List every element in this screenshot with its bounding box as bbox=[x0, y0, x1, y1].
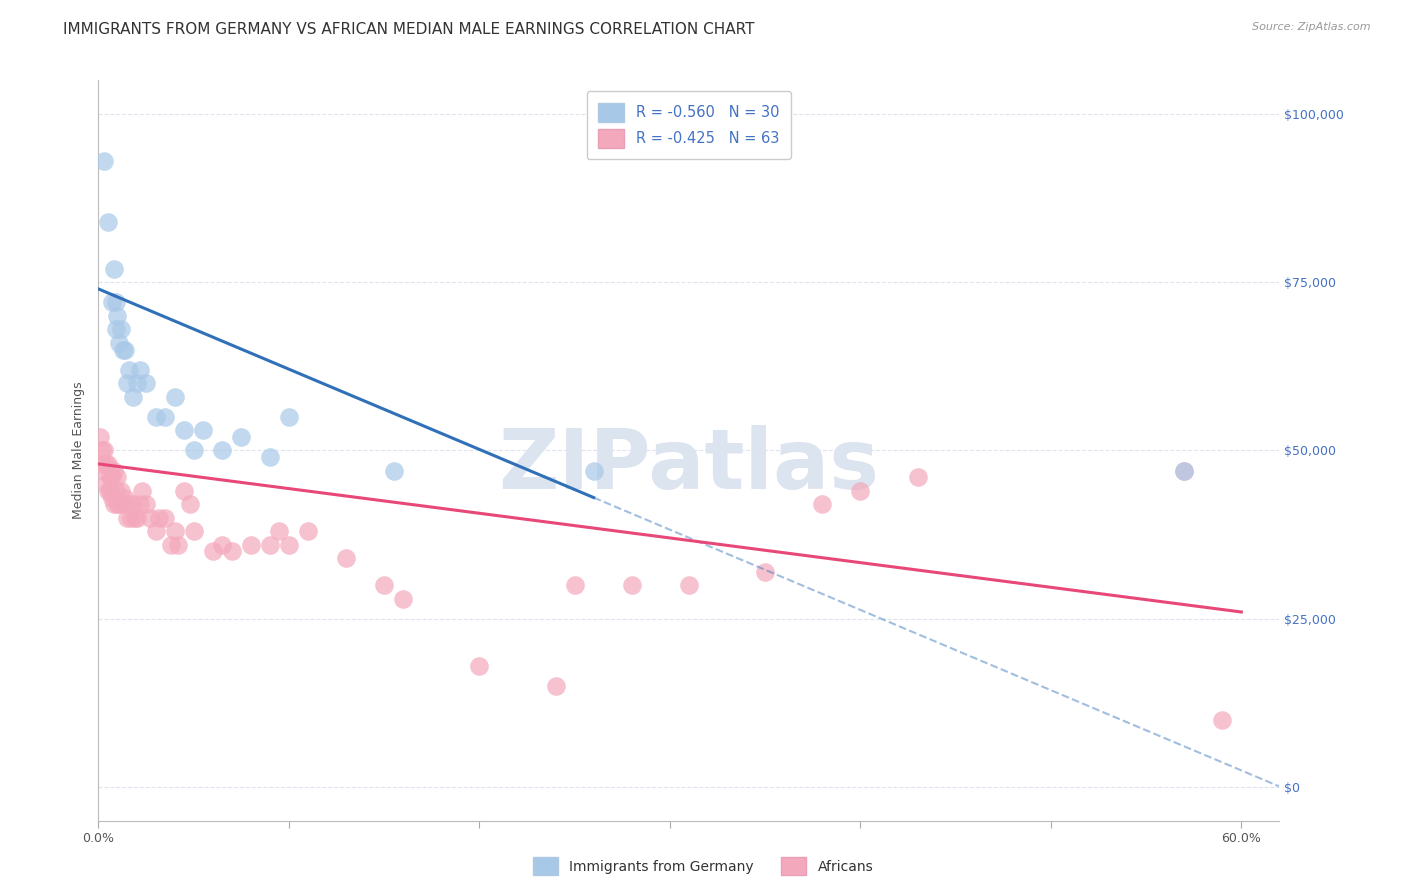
Point bbox=[231, 430, 253, 444]
Point bbox=[201, 544, 224, 558]
Point bbox=[277, 409, 299, 424]
Point bbox=[907, 470, 929, 484]
Point bbox=[112, 343, 135, 357]
Point bbox=[94, 477, 117, 491]
Point bbox=[163, 524, 186, 539]
Point bbox=[121, 497, 143, 511]
Y-axis label: Median Male Earnings: Median Male Earnings bbox=[72, 382, 86, 519]
Point bbox=[125, 376, 148, 391]
Point bbox=[1173, 464, 1195, 478]
Point bbox=[104, 483, 127, 498]
Point bbox=[163, 390, 186, 404]
Point bbox=[1211, 713, 1233, 727]
Point bbox=[108, 335, 131, 350]
Point bbox=[811, 497, 834, 511]
Point bbox=[100, 470, 122, 484]
Point bbox=[183, 524, 205, 539]
Point bbox=[179, 497, 201, 511]
Point bbox=[91, 443, 114, 458]
Point bbox=[89, 430, 111, 444]
Point bbox=[211, 443, 233, 458]
Point bbox=[135, 376, 157, 391]
Point bbox=[114, 491, 136, 505]
Point bbox=[115, 510, 138, 524]
Point bbox=[139, 510, 162, 524]
Point bbox=[678, 578, 700, 592]
Point bbox=[849, 483, 872, 498]
Point bbox=[159, 538, 181, 552]
Point bbox=[239, 538, 262, 552]
Point bbox=[125, 510, 148, 524]
Point bbox=[94, 457, 117, 471]
Point bbox=[103, 497, 125, 511]
Point bbox=[112, 497, 135, 511]
Text: ZIPatlas: ZIPatlas bbox=[499, 425, 879, 506]
Point bbox=[221, 544, 243, 558]
Point bbox=[120, 510, 142, 524]
Point bbox=[98, 470, 121, 484]
Point bbox=[104, 295, 127, 310]
Point bbox=[297, 524, 319, 539]
Point bbox=[153, 510, 176, 524]
Point bbox=[145, 409, 167, 424]
Point bbox=[183, 443, 205, 458]
Point bbox=[107, 470, 129, 484]
Point bbox=[93, 154, 115, 169]
Legend: R = -0.560   N = 30, R = -0.425   N = 63: R = -0.560 N = 30, R = -0.425 N = 63 bbox=[586, 91, 792, 160]
Point bbox=[620, 578, 643, 592]
Point bbox=[103, 261, 125, 276]
Point bbox=[107, 309, 129, 323]
Point bbox=[135, 497, 157, 511]
Point bbox=[277, 538, 299, 552]
Point bbox=[564, 578, 586, 592]
Point bbox=[100, 491, 122, 505]
Point bbox=[103, 464, 125, 478]
Point bbox=[259, 538, 281, 552]
Point bbox=[91, 457, 114, 471]
Point bbox=[110, 322, 132, 336]
Point bbox=[173, 423, 195, 437]
Point bbox=[100, 295, 122, 310]
Point bbox=[468, 658, 491, 673]
Point bbox=[93, 464, 115, 478]
Point bbox=[129, 497, 152, 511]
Point bbox=[335, 551, 357, 566]
Point bbox=[118, 497, 141, 511]
Point bbox=[153, 409, 176, 424]
Point bbox=[98, 483, 121, 498]
Point bbox=[114, 343, 136, 357]
Point bbox=[115, 376, 138, 391]
Point bbox=[173, 483, 195, 498]
Point bbox=[131, 483, 153, 498]
Point bbox=[373, 578, 395, 592]
Point bbox=[259, 450, 281, 465]
Point bbox=[392, 591, 415, 606]
Point bbox=[269, 524, 291, 539]
Point bbox=[124, 510, 146, 524]
Point bbox=[193, 423, 215, 437]
Legend: Immigrants from Germany, Africans: Immigrants from Germany, Africans bbox=[527, 852, 879, 880]
Point bbox=[118, 362, 141, 376]
Point bbox=[544, 679, 567, 693]
Point bbox=[582, 464, 605, 478]
Point bbox=[121, 390, 143, 404]
Point bbox=[110, 483, 132, 498]
Point bbox=[148, 510, 170, 524]
Point bbox=[97, 214, 120, 228]
Text: IMMIGRANTS FROM GERMANY VS AFRICAN MEDIAN MALE EARNINGS CORRELATION CHART: IMMIGRANTS FROM GERMANY VS AFRICAN MEDIA… bbox=[63, 22, 755, 37]
Point bbox=[108, 497, 131, 511]
Point bbox=[145, 524, 167, 539]
Point bbox=[97, 483, 120, 498]
Point bbox=[1173, 464, 1195, 478]
Text: Source: ZipAtlas.com: Source: ZipAtlas.com bbox=[1253, 22, 1371, 32]
Point bbox=[211, 538, 233, 552]
Point bbox=[754, 565, 776, 579]
Point bbox=[107, 497, 129, 511]
Point bbox=[167, 538, 190, 552]
Point bbox=[129, 362, 152, 376]
Point bbox=[382, 464, 405, 478]
Point bbox=[104, 322, 127, 336]
Point bbox=[93, 443, 115, 458]
Point bbox=[97, 457, 120, 471]
